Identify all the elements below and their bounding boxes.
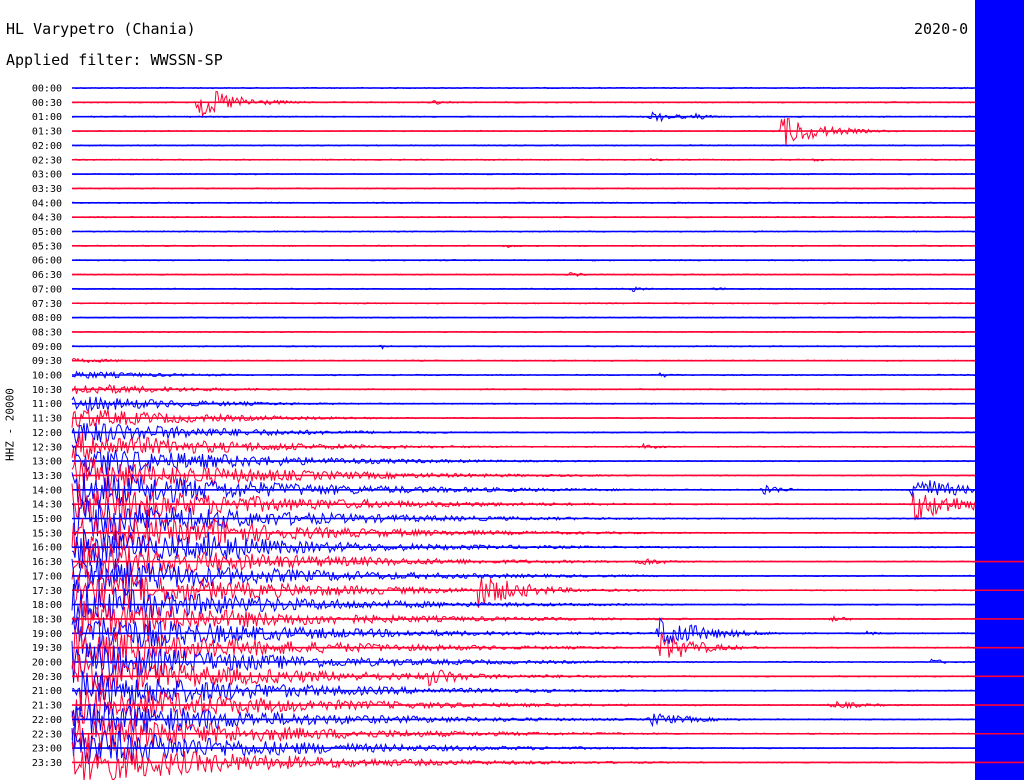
time-label-2000: 20:00	[32, 658, 62, 669]
time-label-0400: 04:00	[32, 198, 62, 209]
time-label-1630: 16:30	[32, 557, 62, 568]
time-label-1330: 13:30	[32, 471, 62, 482]
station-title: HL Varypetro (Chania)	[6, 20, 196, 38]
time-label-0600: 06:00	[32, 256, 62, 267]
time-label-0030: 00:30	[32, 98, 62, 109]
time-label-2200: 22:00	[32, 715, 62, 726]
time-label-1900: 19:00	[32, 629, 62, 640]
time-label-0900: 09:00	[32, 342, 62, 353]
trace-1200	[71, 423, 976, 445]
time-label-0330: 03:30	[32, 184, 62, 195]
trace-group	[71, 86, 976, 780]
time-label-1300: 13:00	[32, 457, 62, 468]
time-label-1930: 19:30	[32, 643, 62, 654]
time-label-0430: 04:30	[32, 213, 62, 224]
time-label-0300: 03:00	[32, 170, 62, 181]
time-label-1530: 15:30	[32, 528, 62, 539]
time-label-0700: 07:00	[32, 284, 62, 295]
time-label-1030: 10:30	[32, 385, 62, 396]
time-label-0200: 02:00	[32, 141, 62, 152]
time-label-0930: 09:30	[32, 356, 62, 367]
time-label-2130: 21:30	[32, 701, 62, 712]
right-edge-block	[975, 0, 1024, 780]
right-edge-lines	[975, 560, 1024, 764]
time-label-2230: 22:30	[32, 729, 62, 740]
time-label-2330: 23:30	[32, 758, 62, 769]
trace-0030	[71, 90, 976, 118]
time-label-0100: 01:00	[32, 112, 62, 123]
time-label-0830: 08:30	[32, 327, 62, 338]
time-label-0000: 00:00	[32, 84, 62, 95]
time-label-0730: 07:30	[32, 299, 62, 310]
time-label-1500: 15:00	[32, 514, 62, 525]
time-label-1800: 18:00	[32, 600, 62, 611]
date-label: 2020-0	[914, 20, 969, 38]
time-label-1230: 12:30	[32, 442, 62, 453]
time-label-1100: 11:00	[32, 399, 62, 410]
filter-label: Applied filter: WWSSN-SP	[6, 51, 223, 69]
time-label-1400: 14:00	[32, 485, 62, 496]
time-label-0630: 06:30	[32, 270, 62, 281]
time-label-1600: 16:00	[32, 543, 62, 554]
time-label-0800: 08:00	[32, 313, 62, 324]
time-label-0230: 02:30	[32, 155, 62, 166]
time-label-2100: 21:00	[32, 686, 62, 697]
time-label-1700: 17:00	[32, 571, 62, 582]
time-label-2300: 23:00	[32, 744, 62, 755]
time-label-1130: 11:30	[32, 414, 62, 425]
time-tick-labels: 00:00 00:30 01:00 01:30 02:00 02:30 03:00 03:30…	[32, 84, 62, 769]
trace-0130	[71, 118, 976, 147]
time-label-1200: 12:00	[32, 428, 62, 439]
time-label-0530: 05:30	[32, 241, 62, 252]
time-label-1830: 18:30	[32, 614, 62, 625]
time-label-1730: 17:30	[32, 586, 62, 597]
time-label-0130: 01:30	[32, 127, 62, 138]
time-label-2030: 20:30	[32, 672, 62, 683]
time-label-1000: 10:00	[32, 371, 62, 382]
time-label-0500: 05:00	[32, 227, 62, 238]
time-label-1430: 14:30	[32, 500, 62, 511]
